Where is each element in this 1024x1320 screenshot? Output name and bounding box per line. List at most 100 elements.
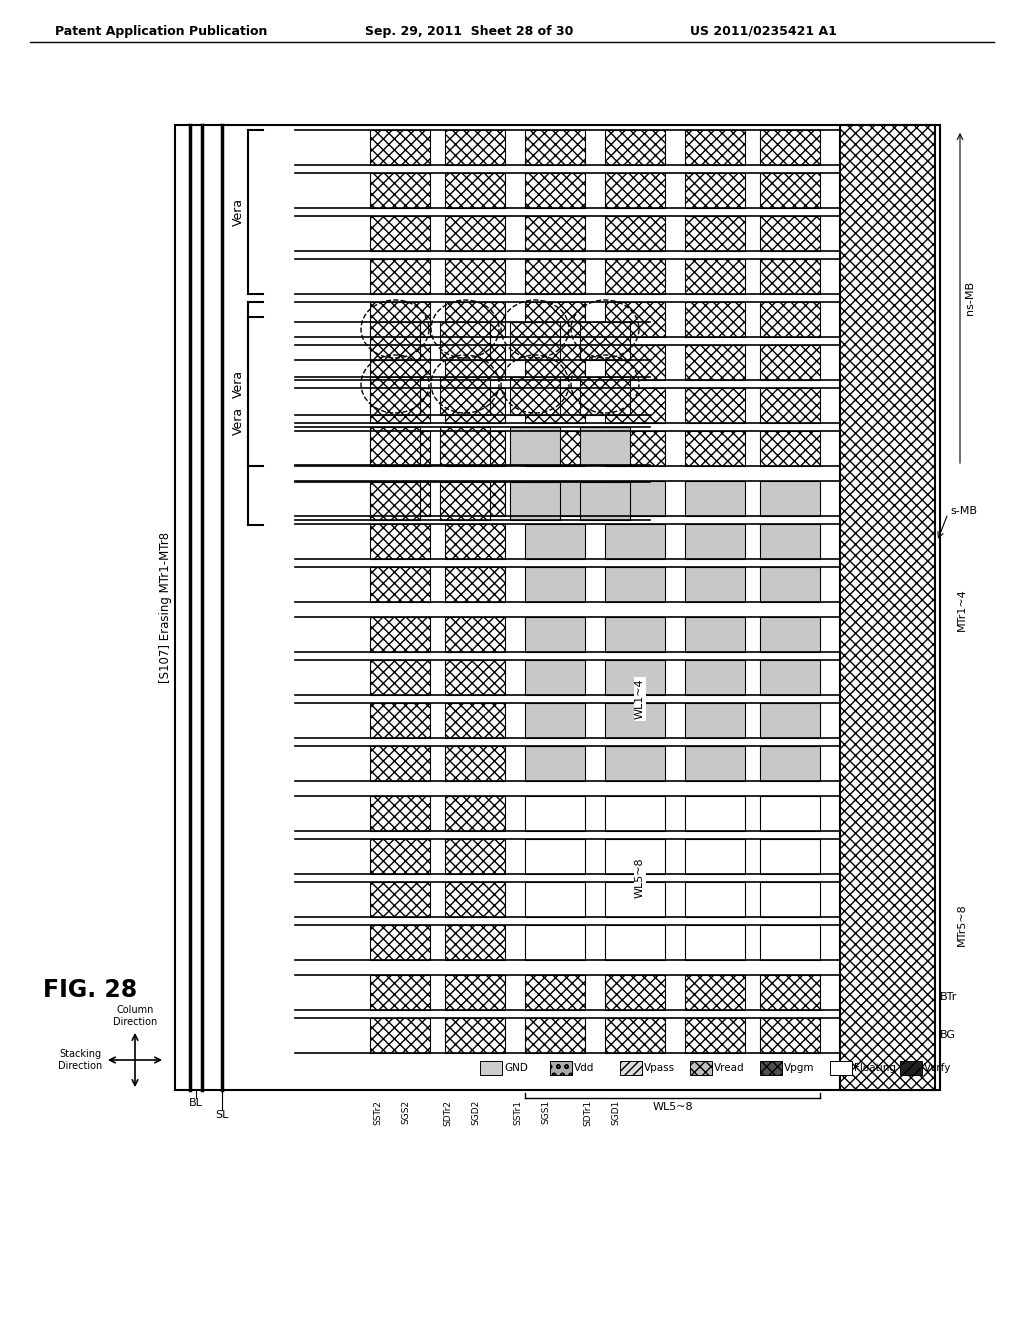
Bar (445, 524, 505, 558)
Bar (760, 840, 820, 874)
Bar (760, 1061, 782, 1074)
Bar (525, 704, 585, 738)
Bar (510, 378, 560, 414)
Bar (370, 388, 430, 422)
Text: MTr1~4: MTr1~4 (957, 589, 967, 631)
Text: Stacking
Direction: Stacking Direction (57, 1049, 102, 1071)
Text: BG: BG (940, 1031, 956, 1040)
Bar (685, 432, 745, 466)
Bar (440, 322, 490, 360)
Bar (440, 426, 490, 465)
Bar (760, 704, 820, 738)
Bar (525, 216, 585, 251)
Bar (605, 524, 665, 558)
Bar (445, 840, 505, 874)
Bar (605, 129, 665, 165)
Bar (445, 925, 505, 960)
Text: FIG. 28: FIG. 28 (43, 978, 137, 1002)
Bar (685, 746, 745, 781)
Bar (760, 345, 820, 380)
Bar (525, 173, 585, 209)
Bar (445, 216, 505, 251)
Text: SL: SL (215, 1110, 228, 1119)
Bar (445, 173, 505, 209)
Bar (370, 616, 430, 652)
Text: Vread: Vread (714, 1063, 744, 1073)
Bar (605, 302, 665, 337)
Bar (605, 480, 665, 516)
Bar (370, 882, 430, 917)
Bar (510, 322, 560, 360)
Text: Vera: Vera (232, 370, 245, 399)
Bar (760, 129, 820, 165)
Bar (370, 302, 430, 337)
Bar (605, 216, 665, 251)
Bar (760, 1018, 820, 1053)
Bar (605, 660, 665, 696)
Bar (685, 568, 745, 602)
Bar (445, 616, 505, 652)
Bar (525, 129, 585, 165)
Bar (685, 388, 745, 422)
Bar (605, 259, 665, 294)
Bar (525, 388, 585, 422)
Bar (685, 704, 745, 738)
Bar (580, 482, 630, 520)
Bar (370, 480, 430, 516)
Bar (445, 345, 505, 380)
Bar (760, 796, 820, 832)
Text: WL5~8: WL5~8 (635, 858, 645, 899)
Bar (370, 796, 430, 832)
Text: Floating: Floating (854, 1063, 896, 1073)
Bar (685, 840, 745, 874)
Bar (525, 925, 585, 960)
Bar (370, 482, 420, 520)
Bar (685, 480, 745, 516)
Text: US 2011/0235421 A1: US 2011/0235421 A1 (690, 25, 837, 38)
Text: SGD2: SGD2 (471, 1100, 480, 1125)
Bar (525, 259, 585, 294)
Bar (370, 925, 430, 960)
Bar (440, 378, 490, 414)
Bar (370, 259, 430, 294)
Bar (445, 796, 505, 832)
Bar (685, 796, 745, 832)
Bar (175, 125, 940, 1090)
Bar (510, 482, 560, 520)
Bar (525, 480, 585, 516)
Bar (510, 426, 560, 465)
Bar (525, 882, 585, 917)
Bar (605, 568, 665, 602)
Bar (525, 1018, 585, 1053)
Text: MTr5~8: MTr5~8 (957, 903, 967, 946)
Text: SDTr1: SDTr1 (583, 1100, 592, 1126)
Bar (370, 840, 430, 874)
Bar (370, 426, 420, 465)
Bar (525, 975, 585, 1010)
Bar (605, 704, 665, 738)
Bar (685, 1018, 745, 1053)
Bar (760, 388, 820, 422)
Bar (685, 925, 745, 960)
Bar (370, 216, 430, 251)
Bar (370, 345, 430, 380)
Bar (605, 925, 665, 960)
Text: BL: BL (189, 1098, 203, 1107)
Bar (370, 704, 430, 738)
Text: Vdd: Vdd (574, 1063, 594, 1073)
Bar (605, 345, 665, 380)
Bar (685, 345, 745, 380)
Bar (760, 882, 820, 917)
Text: Vvrfy: Vvrfy (924, 1063, 951, 1073)
Text: BTr: BTr (940, 991, 957, 1002)
Bar (445, 704, 505, 738)
Bar (685, 302, 745, 337)
Bar (525, 432, 585, 466)
Bar (760, 432, 820, 466)
Text: SGS2: SGS2 (401, 1100, 410, 1125)
Bar (605, 616, 665, 652)
Bar (370, 378, 420, 414)
Bar (605, 173, 665, 209)
Bar (760, 660, 820, 696)
Text: SGD1: SGD1 (611, 1100, 620, 1126)
